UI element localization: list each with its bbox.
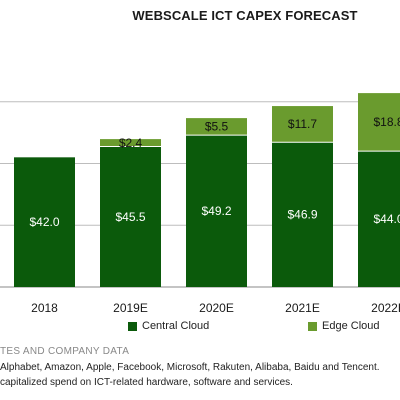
chart-title: WEBSCALE ICT CAPEX FORECAST (132, 8, 358, 23)
bar-edge-cloud (358, 93, 400, 152)
data-label-central-cloud: $42.0 (29, 215, 59, 229)
data-label-edge-cloud: $2.4 (119, 136, 143, 150)
bar-central-cloud (358, 151, 400, 287)
x-tick-label: 2021E (285, 301, 320, 315)
bar-central-cloud (14, 157, 75, 287)
data-label-edge-cloud: $18.8 (373, 115, 400, 129)
data-label-central-cloud: $49.2 (201, 204, 231, 218)
legend-swatch-edge-cloud (308, 321, 317, 331)
bar-central-cloud (186, 135, 247, 287)
bar-edge-cloud (100, 139, 161, 147)
data-label-edge-cloud: $5.5 (205, 120, 229, 134)
legend-label-edge-cloud: Edge Cloud (322, 320, 380, 332)
data-label-central-cloud: $45.5 (115, 210, 145, 224)
legend-label-central-cloud: Central Cloud (142, 320, 210, 332)
legend-swatch-central-cloud (128, 321, 137, 331)
data-label-central-cloud: $44.0 (373, 212, 400, 226)
bar-edge-cloud (186, 118, 247, 136)
definition-note: capitalized spend on ICT-related hardwar… (0, 377, 293, 388)
x-tick-label: 2022E (371, 301, 400, 315)
companies-note: Alphabet, Amazon, Apple, Facebook, Micro… (0, 362, 380, 373)
data-label-edge-cloud: $11.7 (288, 117, 317, 131)
legend-central-cloud: Central Cloud (128, 320, 209, 332)
data-label-central-cloud: $46.9 (287, 208, 317, 222)
legend-edge-cloud: Edge Cloud (308, 320, 380, 332)
bar-central-cloud (100, 146, 161, 287)
x-tick-label: 2018 (31, 301, 58, 315)
x-tick-label: 2020E (199, 301, 234, 315)
source-note: TES AND COMPANY DATA (0, 346, 130, 357)
bar-central-cloud (272, 142, 333, 287)
bar-edge-cloud (272, 106, 333, 143)
x-tick-label: 2019E (113, 301, 148, 315)
